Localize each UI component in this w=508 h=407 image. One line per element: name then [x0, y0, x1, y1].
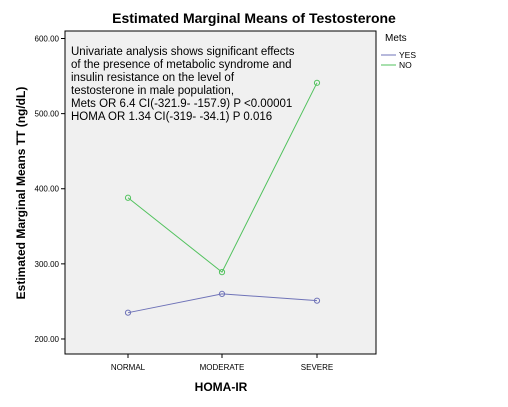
legend: Mets YES NO: [381, 33, 416, 70]
x-axis-title: HOMA-IR: [195, 380, 248, 394]
x-axis: NORMAL MODERATE SEVERE: [111, 354, 333, 372]
y-tick-label: 400.00: [35, 185, 60, 194]
series-line-yes: [127, 293, 318, 314]
y-axis-title: Estimated Marginal Means TT (ng/dL): [14, 87, 28, 300]
annotation-line: of the presence of metabolic syndrome an…: [71, 59, 292, 71]
legend-title: Mets: [385, 33, 407, 44]
annotation-line: Mets OR 6.4 CI(-321.9- -157.9) P <0.0000…: [71, 98, 292, 110]
data-point-no: [313, 79, 321, 86]
y-tick-label: 300.00: [35, 260, 60, 269]
legend-label-no: NO: [399, 60, 412, 70]
plot-area: [64, 30, 377, 355]
data-point-yes: [313, 297, 321, 304]
annotation-line: HOMA OR 1.34 CI(-319- -34.1) P 0.016: [71, 111, 272, 123]
annotation-text: Univariate analysis shows significant ef…: [71, 46, 295, 123]
y-tick-label: 200.00: [35, 335, 60, 344]
annotation-line: testosterone in male population,: [71, 85, 234, 97]
y-tick-label: 500.00: [35, 110, 60, 119]
series-line-no: [127, 82, 318, 273]
y-axis: 200.00 300.00 400.00 500.00 600.00: [35, 35, 65, 344]
legend-label-yes: YES: [399, 50, 416, 60]
data-point-no: [124, 194, 132, 201]
series-layer: [124, 79, 321, 316]
data-point-no: [218, 269, 226, 276]
annotation-line: insulin resistance on the level of: [71, 72, 235, 84]
x-tick-label: NORMAL: [111, 363, 146, 372]
data-point-yes: [218, 290, 226, 298]
x-tick-label: SEVERE: [301, 363, 333, 372]
data-point-yes: [124, 309, 132, 316]
x-tick-label: MODERATE: [200, 363, 245, 372]
annotation-line: Univariate analysis shows significant ef…: [71, 46, 295, 58]
y-tick-label: 600.00: [35, 35, 60, 44]
chart-title: Estimated Marginal Means of Testosterone: [112, 10, 396, 26]
